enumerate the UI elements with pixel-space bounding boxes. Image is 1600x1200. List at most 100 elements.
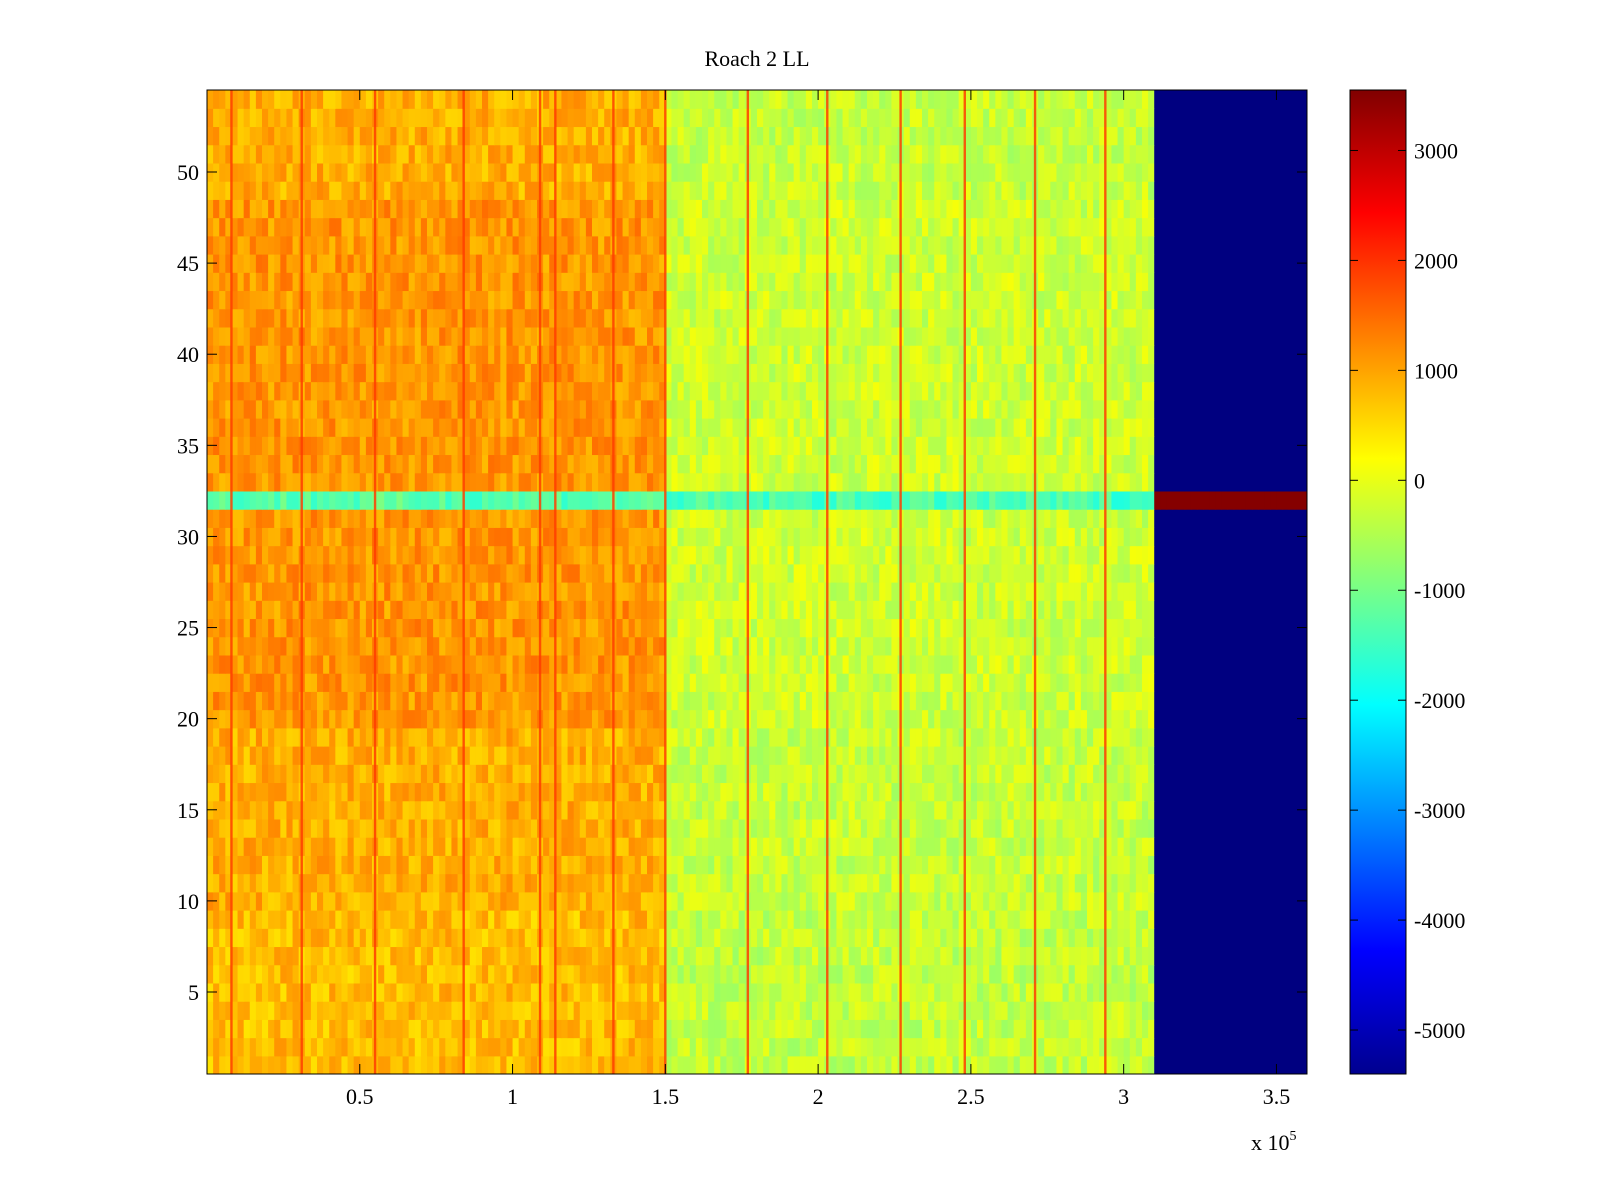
- heatmap-cell: [842, 946, 850, 966]
- heatmap-cell: [286, 636, 294, 656]
- heatmap-cell: [347, 982, 355, 1002]
- heatmap-cell: [738, 855, 746, 875]
- heatmap-cell: [702, 1055, 709, 1074]
- heatmap-cell: [1025, 800, 1033, 820]
- heatmap-cell: [1044, 618, 1051, 638]
- heatmap-cell: [848, 1001, 856, 1020]
- heatmap-cell: [518, 873, 526, 893]
- heatmap-cell: [1252, 618, 1259, 638]
- heatmap-cell: [665, 782, 673, 802]
- heatmap-cell: [579, 982, 587, 1002]
- heatmap-cell: [702, 727, 709, 747]
- heatmap-cell: [958, 982, 966, 1002]
- heatmap-cell: [799, 946, 807, 966]
- heatmap-cell: [237, 654, 245, 674]
- heatmap-cell: [860, 946, 868, 966]
- heatmap-cell: [549, 891, 556, 911]
- heatmap-cell: [793, 891, 801, 911]
- heatmap-cell: [262, 800, 269, 820]
- heatmap-cell: [604, 946, 611, 966]
- heatmap-cell: [628, 910, 636, 929]
- heatmap-cell: [1264, 764, 1271, 784]
- heatmap-cell: [561, 964, 569, 984]
- heatmap-cell: [408, 891, 416, 911]
- heatmap-cell: [964, 582, 972, 601]
- heatmap-cell: [225, 691, 233, 711]
- heatmap-cell: [934, 964, 941, 984]
- heatmap-cell: [402, 1001, 410, 1020]
- heatmap-cell: [219, 855, 226, 875]
- heatmap-cell: [482, 582, 489, 601]
- heatmap-cell: [1068, 709, 1076, 729]
- heatmap-cell: [799, 818, 807, 838]
- heatmap-cell: [524, 855, 532, 875]
- heatmap-cell: [634, 1055, 642, 1074]
- heatmap-cell: [494, 964, 501, 984]
- heatmap-cell: [249, 582, 257, 601]
- heatmap-cell: [1300, 746, 1307, 765]
- heatmap-cell: [433, 1037, 440, 1057]
- heatmap-cell: [1044, 928, 1051, 948]
- heatmap-cell: [1209, 582, 1216, 601]
- heatmap-cell: [335, 818, 343, 838]
- heatmap-cell: [323, 1019, 330, 1039]
- heatmap-cell: [365, 1037, 373, 1057]
- heatmap-cell: [494, 709, 501, 729]
- heatmap-cell: [1288, 600, 1296, 620]
- heatmap-cell: [915, 818, 923, 838]
- heatmap-cell: [989, 600, 996, 620]
- heatmap-cell: [1099, 636, 1106, 656]
- heatmap-cell: [1105, 582, 1113, 601]
- heatmap-cell: [928, 582, 935, 601]
- heatmap-cell: [1025, 982, 1033, 1002]
- heatmap-cell: [1056, 982, 1064, 1002]
- heatmap-cell: [702, 928, 709, 948]
- heatmap-cell: [396, 582, 404, 601]
- heatmap-cell: [689, 928, 697, 948]
- heatmap-cell: [292, 582, 300, 601]
- heatmap-cell: [940, 1019, 948, 1039]
- heatmap-cell: [262, 782, 269, 802]
- heatmap-cell: [848, 600, 856, 620]
- heatmap-cell: [1233, 709, 1241, 729]
- heatmap-cell: [255, 1055, 263, 1074]
- heatmap-cell: [445, 946, 453, 966]
- heatmap-cell: [384, 654, 391, 674]
- heatmap-cell: [1264, 600, 1271, 620]
- heatmap-cell: [1062, 891, 1070, 911]
- heatmap-cell: [524, 873, 532, 893]
- heatmap-cell: [818, 873, 825, 893]
- heatmap-cell: [231, 727, 239, 747]
- heatmap-cell: [1190, 636, 1198, 656]
- heatmap-cell: [598, 782, 605, 802]
- heatmap-cell: [207, 964, 214, 984]
- heatmap-cell: [1270, 818, 1278, 838]
- heatmap-cell: [1093, 600, 1100, 620]
- heatmap-cell: [793, 673, 801, 692]
- heatmap-cell: [860, 709, 868, 729]
- heatmap-cell: [1282, 582, 1290, 601]
- heatmap-cell: [1190, 891, 1198, 911]
- heatmap-cell: [249, 746, 257, 765]
- heatmap-cell: [1111, 891, 1119, 911]
- heatmap-cell: [793, 709, 801, 729]
- heatmap-cell: [726, 764, 734, 784]
- heatmap-cell: [909, 855, 917, 875]
- heatmap-cell: [249, 782, 257, 802]
- heatmap-cell: [482, 618, 489, 638]
- heatmap-cell: [555, 818, 563, 838]
- heatmap-cell: [323, 636, 330, 656]
- heatmap-cell: [280, 873, 288, 893]
- heatmap-cell: [659, 946, 666, 966]
- heatmap-cell: [286, 837, 294, 856]
- heatmap-cell: [219, 837, 226, 856]
- heatmap-cell: [1099, 582, 1106, 601]
- heatmap-cell: [812, 691, 819, 711]
- heatmap-cell: [1019, 618, 1027, 638]
- heatmap-cell: [885, 837, 893, 856]
- heatmap-cell: [390, 636, 398, 656]
- heatmap-cell: [842, 709, 850, 729]
- heatmap-cell: [683, 582, 691, 601]
- heatmap-cell: [427, 928, 434, 948]
- heatmap-cell: [274, 1037, 281, 1057]
